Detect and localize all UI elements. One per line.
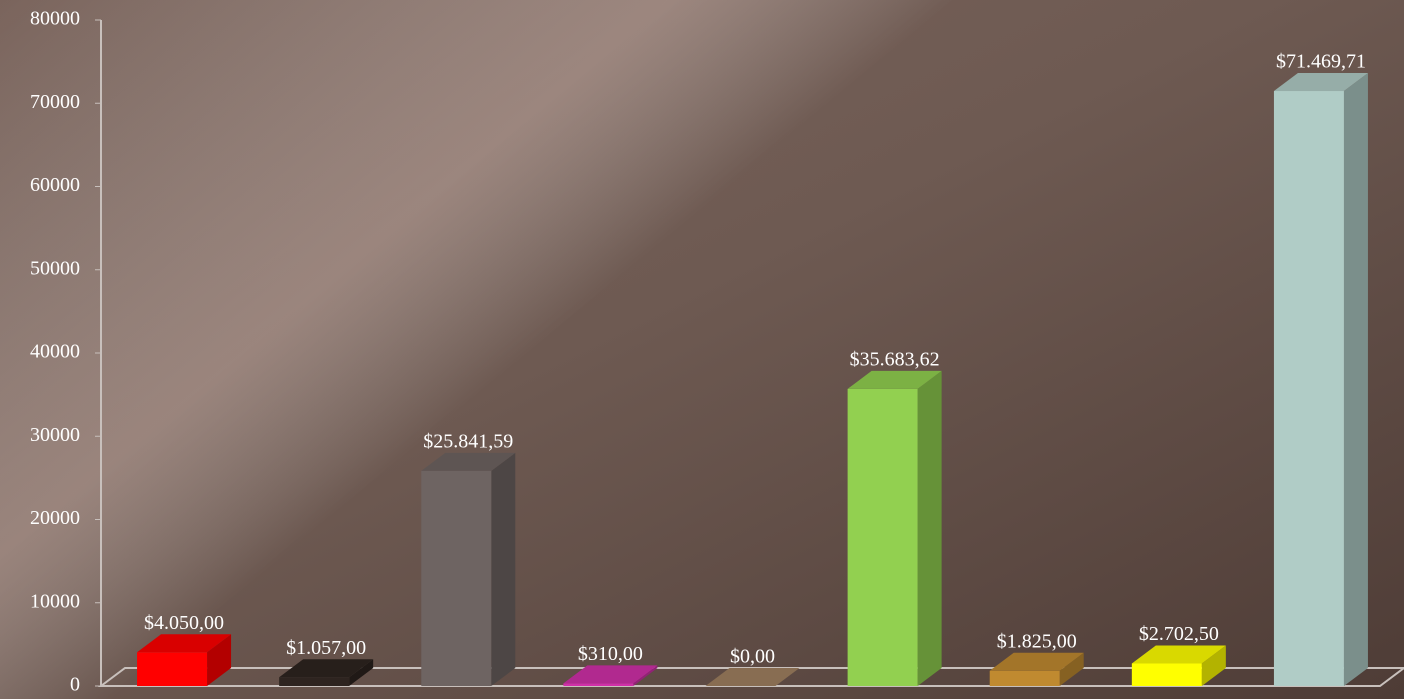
bar [421, 452, 516, 686]
bar-side [917, 370, 942, 686]
bar-top [705, 668, 800, 686]
value-label: $0,00 [730, 646, 775, 668]
bar [705, 668, 800, 686]
bar-top [1131, 645, 1226, 664]
bar-side [1343, 73, 1368, 687]
bar [1131, 645, 1226, 686]
bar-top [1273, 73, 1368, 92]
y-tick-label: 60000 [30, 174, 80, 196]
bar-side [633, 665, 658, 686]
value-label: $2.702,50 [1139, 623, 1219, 645]
bar-top [563, 665, 658, 684]
bar-front [137, 652, 208, 686]
y-tick-label: 20000 [30, 507, 80, 529]
value-label: $71.469,71 [1276, 51, 1366, 73]
bar-side [1201, 645, 1226, 686]
y-tick-label: 40000 [30, 341, 80, 363]
bar [563, 665, 658, 686]
bar-front [989, 670, 1060, 686]
bar [1273, 73, 1368, 687]
bar-top [279, 659, 374, 678]
y-tick-label: 0 [70, 674, 80, 696]
bar-side [1059, 652, 1084, 686]
bar-front [1131, 663, 1202, 686]
bar [989, 652, 1084, 686]
bar [279, 659, 374, 686]
floor [98, 667, 1404, 687]
bar-front [1273, 91, 1344, 687]
bar-top [847, 370, 942, 389]
bar-top [989, 652, 1084, 671]
y-tick-label: 50000 [30, 257, 80, 279]
bar [137, 634, 232, 686]
value-label: $1.057,00 [286, 637, 366, 659]
y-tick-label: 80000 [30, 8, 80, 30]
bar-front [847, 388, 918, 686]
value-label: $4.050,00 [144, 612, 224, 634]
bar-top [421, 452, 516, 471]
bar-top [137, 634, 232, 653]
bar-side [207, 634, 232, 686]
bar-front [279, 677, 350, 686]
value-label: $1.825,00 [997, 630, 1077, 652]
bar-side [491, 452, 516, 686]
value-label: $310,00 [578, 643, 643, 665]
value-label: $25.841,59 [423, 430, 513, 452]
bar-front [421, 470, 492, 686]
y-tick-label: 30000 [30, 424, 80, 446]
bar [847, 370, 942, 686]
value-label: $35.683,62 [850, 349, 940, 371]
bar-front [563, 683, 634, 686]
y-tick-label: 70000 [30, 91, 80, 113]
bar-side [349, 659, 374, 686]
y-tick-label: 10000 [30, 590, 80, 612]
